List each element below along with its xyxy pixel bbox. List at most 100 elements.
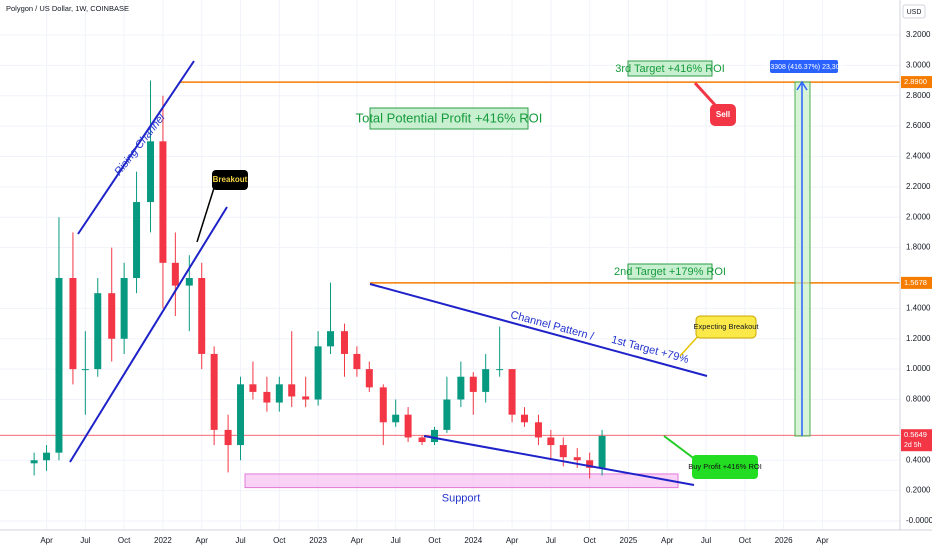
candle-body [55,278,63,453]
y-tick-label: 2.8000 [906,91,931,100]
x-tick-label: Oct [428,536,441,545]
candle-body [327,331,335,347]
candle-body [314,346,322,400]
currency-box [902,4,926,19]
x-tick-label: Oct [273,536,286,545]
y-tick-label: 2.6000 [906,121,931,130]
support-label: Support [442,493,481,505]
candle-body [469,376,477,392]
candle-body [418,437,426,443]
x-tick-label: Apr [195,536,208,545]
y-tick-label: 0.2000 [906,486,931,495]
candle-body [288,384,296,397]
y-tick-label: 1.0000 [906,364,931,373]
y-tick-label: 3.0000 [906,60,931,69]
y-tick-label: 0.4000 [906,455,931,464]
x-tick-label: Apr [661,536,674,545]
price-badges: 2.8900 1.5678 0.5649 2d 5h [901,76,932,452]
channel-lower [69,206,228,463]
x-tick-label: Jul [391,536,401,545]
candle-body [379,387,387,423]
price-badge [901,76,932,89]
candle-body [198,278,206,354]
target2-label: 2nd Target +179% ROI [614,266,726,278]
candle-body [392,414,400,423]
candle-body [573,457,581,461]
candle-body [482,369,490,392]
candle-body [353,353,361,370]
candle-body [120,278,128,339]
candle-body [210,353,218,430]
candle-body [185,278,193,286]
profit-box [369,107,529,130]
candle-body [340,331,348,354]
x-tick-label: Apr [816,536,829,545]
candle-body [159,141,167,263]
y-tick-label: -0.0000 [906,516,932,525]
candle-body [457,376,465,400]
price-badge [901,429,932,452]
breakout-pointer [196,187,215,243]
expect-pointer [679,333,701,357]
y-tick-label: 2.2000 [906,182,931,191]
candle-body [147,141,155,203]
support-zone [244,473,679,489]
candle-body [586,460,594,468]
price-lines [0,81,900,436]
candle-body [249,384,257,392]
currency: USD [907,9,922,16]
price-badge-label: 0.5649 [904,430,927,439]
y-tick-label: 0.8000 [906,395,931,404]
candle-body [559,445,567,458]
target3-box [627,60,713,77]
x-tick-label: 2023 [309,536,327,545]
x-tick-label: Oct [583,536,596,545]
expect-box [695,315,757,339]
buy-label: Buy Profit +416% ROI [688,462,762,471]
candle-body [30,460,38,464]
candle-body [108,293,116,339]
candle-body [171,262,179,286]
breakout-box [212,170,248,190]
measure-label-box [770,60,838,73]
chart-title: Polygon / US Dollar, 1W, COINBASE [6,4,129,13]
x-tick-label: Apr [506,536,519,545]
candle-body [508,369,516,415]
candle-body [302,396,310,400]
y-tick-label: 1.2000 [906,334,931,343]
trendlines [69,60,708,486]
candle-body [275,384,283,403]
y-tick-label: 2.0000 [906,212,931,221]
x-tick-label: 2026 [775,536,793,545]
candle-body [365,369,373,388]
x-tick-label: Jul [80,536,90,545]
x-tick-label: Jul [546,536,556,545]
y-tick-label: 3.2000 [906,30,931,39]
candle-body [224,429,232,446]
countdown: 2d 5h [904,442,922,449]
x-tick-label: Jul [701,536,711,545]
price-badge [901,276,932,289]
candle-body [430,429,438,443]
target2-box [627,263,713,280]
price-badge-label: 2.8900 [904,77,927,86]
candle-body [547,437,555,446]
candle-body [443,399,451,430]
candles [30,80,606,479]
candle-body [94,293,102,370]
channel-upper [77,60,195,235]
candle-body [69,278,77,370]
pattern-lower [423,435,695,486]
x-tick-label: Apr [40,536,53,545]
candle-body [237,384,245,446]
candle-body [81,369,89,371]
measure-arrow-head [796,80,808,91]
candle-body [43,452,51,461]
candle-body [496,369,504,371]
sell-box [710,104,736,126]
axis-labels: 3.2000 3.0000 2.8000 2.6000 2.4000 2.2000 2.00… [40,30,932,545]
expect-label: Expecting Breakout [693,322,759,331]
pattern-upper [369,283,708,377]
